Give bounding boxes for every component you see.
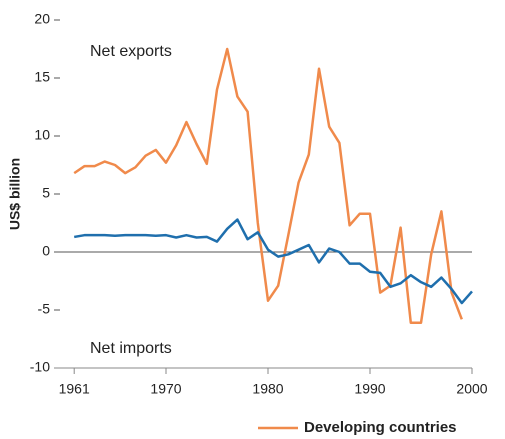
legend-label: Developing countries	[304, 419, 457, 436]
y-tick-label: 15	[34, 69, 50, 85]
y-tick-label: 5	[42, 185, 50, 201]
x-tick-label: 1970	[150, 381, 181, 397]
x-tick-label: 1980	[252, 381, 283, 397]
y-axis-label: US$ billion	[7, 158, 23, 230]
y-tick-label: -10	[30, 359, 50, 375]
x-tick-label: 1990	[354, 381, 385, 397]
y-tick-label: -5	[38, 301, 51, 317]
annotation: Net imports	[90, 340, 172, 357]
annotation: Net exports	[90, 43, 172, 60]
y-tick-label: 10	[34, 127, 50, 143]
series-line	[73, 218, 473, 305]
y-tick-label: 0	[42, 243, 50, 259]
y-tick-label: 20	[34, 11, 50, 27]
series-line	[73, 47, 463, 325]
x-tick-label: 1961	[59, 381, 90, 397]
x-tick-label: 2000	[456, 381, 487, 397]
